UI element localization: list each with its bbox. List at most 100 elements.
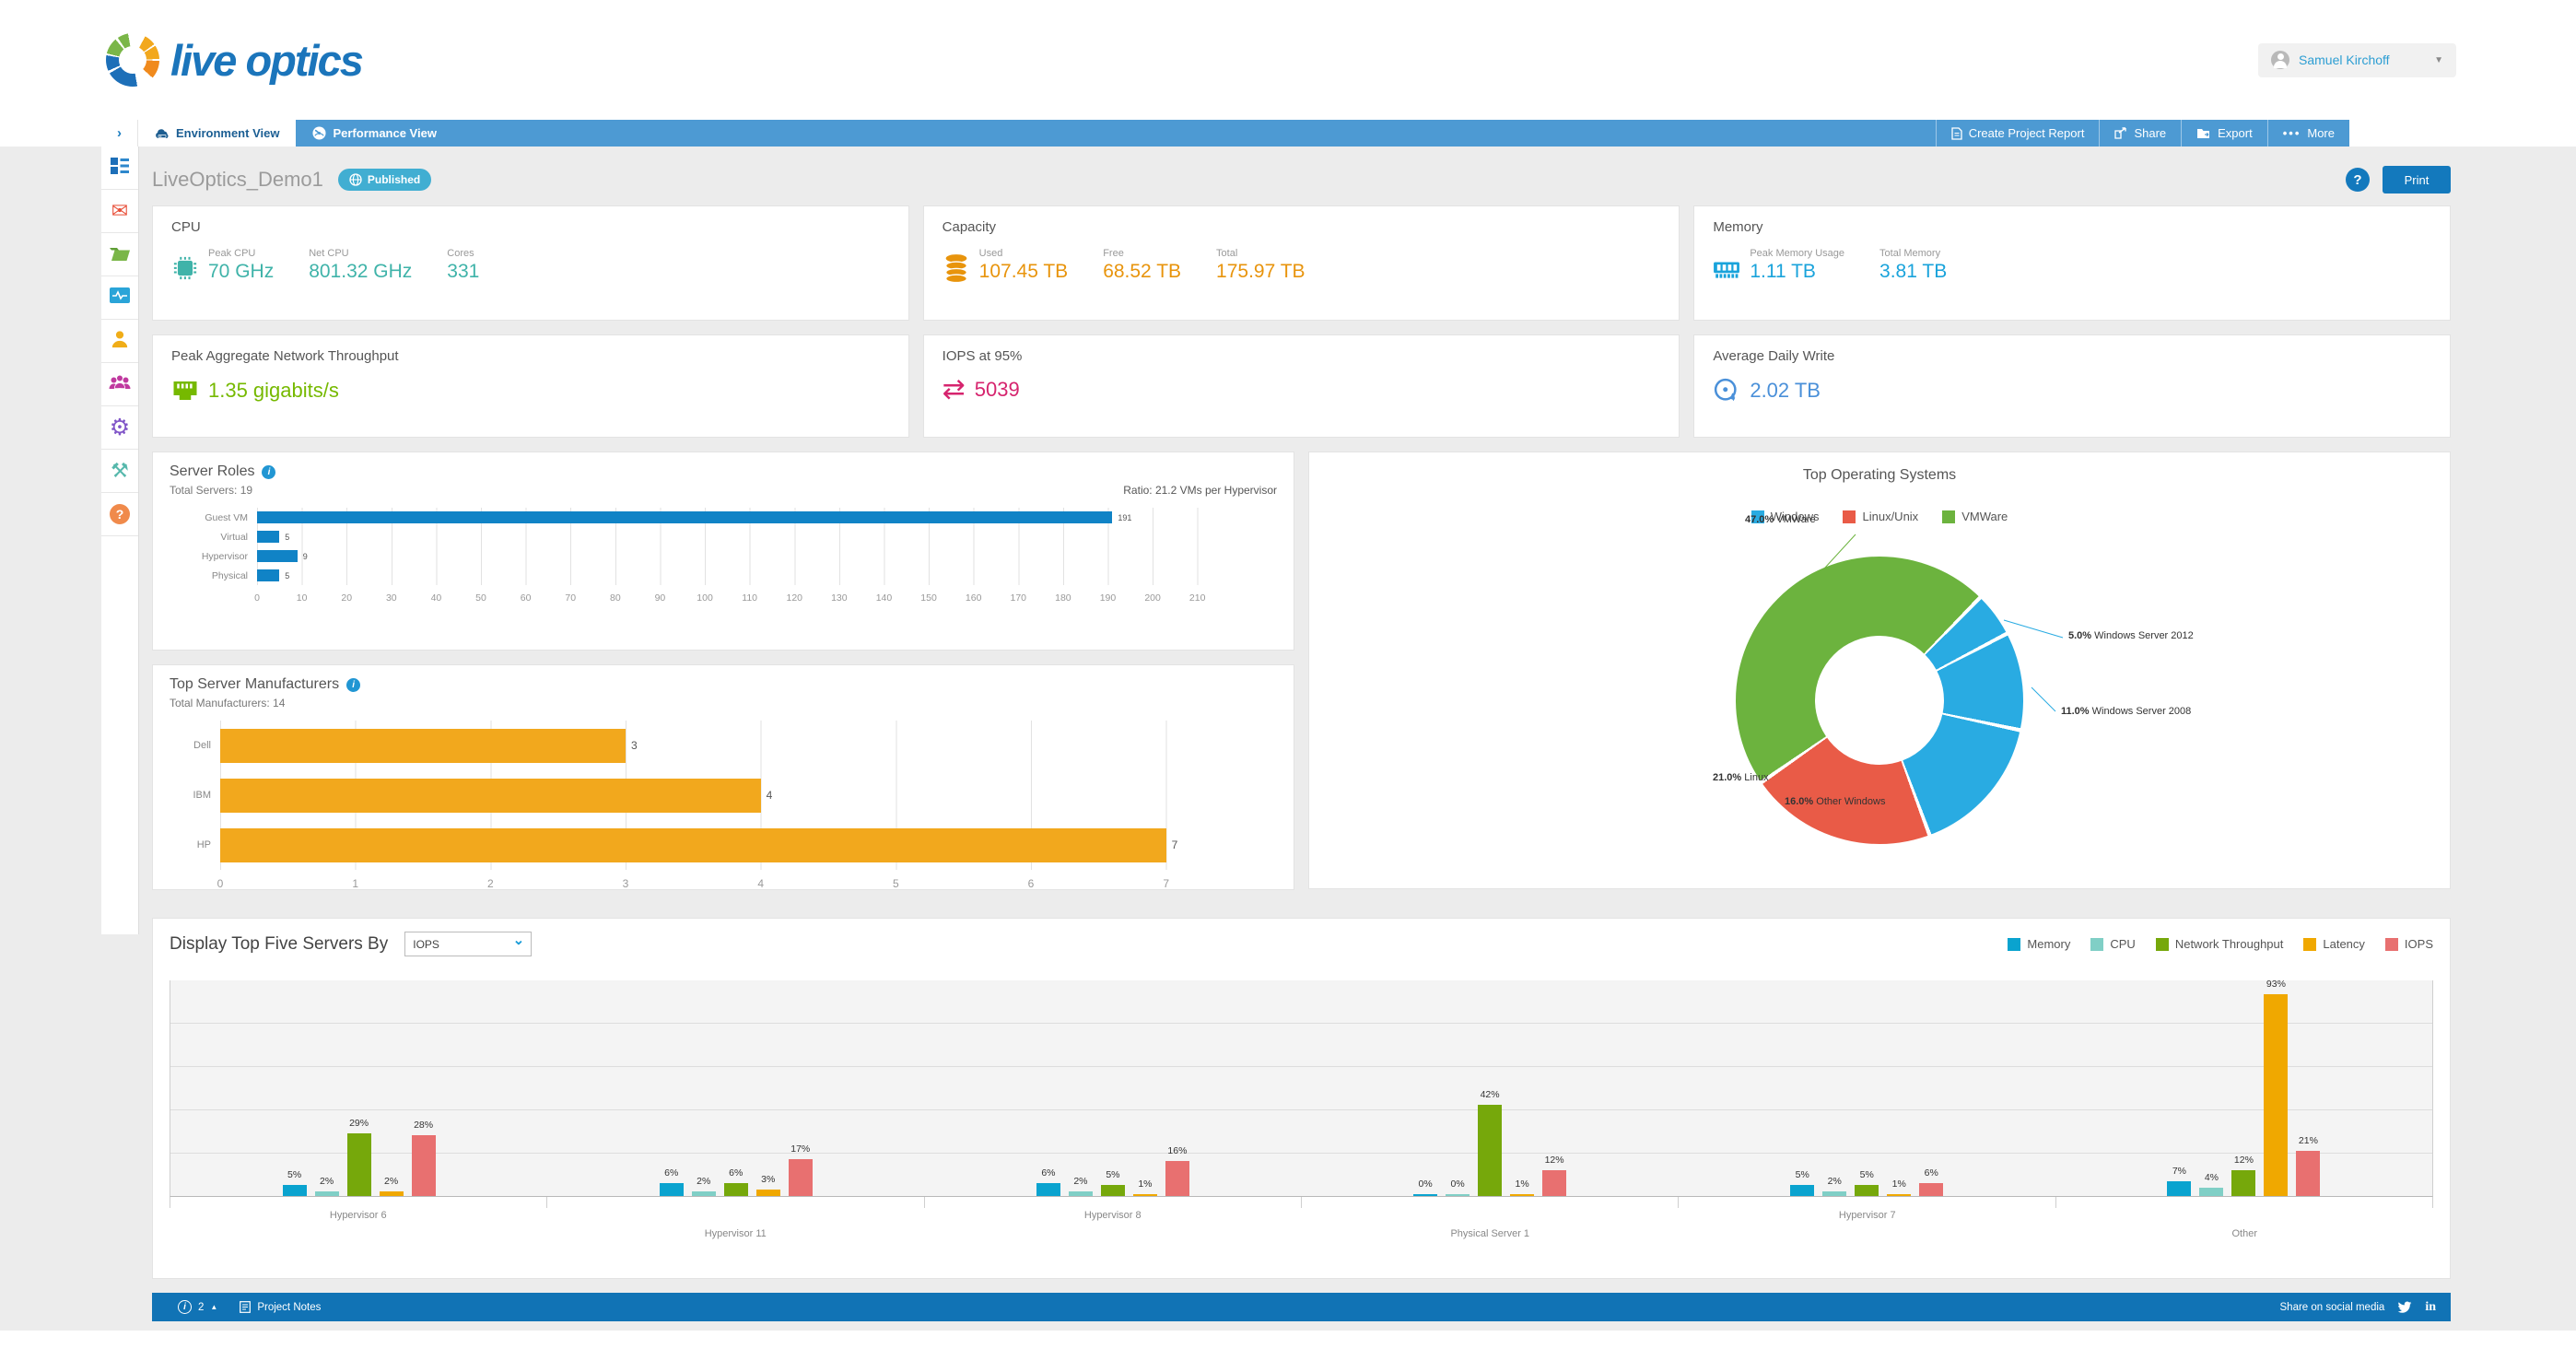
info-icon[interactable]: i (262, 464, 276, 479)
x-tick-label: 100 (697, 592, 713, 604)
sidebar-item-users[interactable] (101, 363, 138, 406)
bar-category-label: Physical (211, 569, 248, 581)
bar-group-hypervisor-8: 6% 2% 5% 1% 16% (924, 980, 1301, 1196)
donut-label-vmware: 47.0% VMWare (1745, 514, 1816, 525)
gauge-icon (312, 126, 326, 140)
linkedin-button[interactable]: in (2425, 1299, 2436, 1314)
top5-chart-plot: 5% 2% 29% 2% 28% 6% 2% 6% 3% 17% 6% 2% 5% 1% 16% 0% 0% 42… (170, 979, 2433, 1197)
bar-value-label: 6% (1041, 1167, 1056, 1179)
project-notes-button[interactable]: Project Notes (228, 1293, 332, 1321)
bar-row-virtual: Virtual 5 (220, 527, 1220, 546)
sidebar-item-files[interactable] (101, 233, 138, 276)
bar (1068, 1191, 1093, 1196)
twitter-icon (2397, 1301, 2412, 1313)
bar-value-label: 3% (761, 1173, 776, 1185)
manufacturers-chart: Dell 3 IBM 4 HP 7 0 1 2 3 4 5 6 7 (170, 721, 1277, 894)
bar (2167, 1180, 2192, 1196)
group-category-label: Physical Server 1 (1450, 1228, 1530, 1239)
panel-title: Server Roles i (170, 463, 1277, 480)
total-servers-label: Total Servers: 19 (170, 484, 253, 497)
bar-latency: 3% (755, 1174, 780, 1196)
bar-category-label: Guest VM (205, 511, 248, 523)
legend-item-windows: Windows (1751, 510, 1819, 523)
bar-row-physical: Physical 5 (212, 566, 1220, 585)
print-button[interactable]: Print (2383, 166, 2451, 193)
user-menu[interactable]: Samuel Kirchoff ▼ (2258, 42, 2456, 77)
x-tick-label: 120 (786, 592, 803, 604)
sidebar-item-performance[interactable] (101, 276, 138, 320)
user-name: Samuel Kirchoff (2299, 53, 2390, 67)
bar-latency: 1% (1132, 1179, 1157, 1196)
bar (723, 1182, 748, 1196)
tab-performance-view[interactable]: Performance View (296, 120, 453, 147)
x-tick-label: 90 (654, 592, 666, 604)
info-icon[interactable]: i (346, 677, 361, 692)
server-roles-panel: Server Roles i Total Servers: 19 Ratio: … (152, 451, 1294, 651)
info-icon: i (178, 1300, 192, 1314)
sidebar-item-mail[interactable]: ✉ (101, 190, 138, 233)
bar (659, 1182, 684, 1196)
donut-ring (1736, 557, 2023, 844)
bar (1413, 1194, 1438, 1196)
more-button[interactable]: ••• More (2266, 120, 2349, 147)
share-button[interactable]: Share (2099, 120, 2182, 147)
manufacturers-panel: Top Server Manufacturers i Total Manufac… (152, 664, 1294, 890)
x-tick-label: 6 (1027, 877, 1035, 890)
bar-row-ibm: IBM 4 (193, 770, 1234, 820)
bar-latency: 1% (1510, 1179, 1535, 1196)
caret-up-icon: ▲ (210, 1303, 218, 1311)
export-button[interactable]: Export (2181, 120, 2267, 147)
x-tick-label: 30 (385, 592, 397, 604)
os-legend: Windows Linux/Unix VMWare (1326, 510, 2433, 523)
legend-item-memory: Memory (2008, 937, 2070, 951)
create-project-report-button[interactable]: Create Project Report (1935, 120, 2100, 147)
legend-label: IOPS (2404, 937, 2433, 951)
gear-icon: ⚙ (109, 414, 131, 440)
status-badge: Published (337, 169, 432, 191)
bar-value-label: 16% (1167, 1145, 1188, 1157)
card-title: Average Daily Write (1713, 348, 1835, 364)
tab-environment-view[interactable]: Environment View (138, 120, 297, 147)
sidebar-collapse-button[interactable]: › (101, 120, 138, 147)
panel-title: Top Server Manufacturers i (170, 676, 1277, 693)
metric-peak-cpu: Peak CPU 70 GHz (208, 248, 275, 282)
legend-swatch (1843, 510, 1856, 523)
bar-iops: 17% (788, 1143, 813, 1196)
notifications-toggle[interactable]: i 2 ▲ (167, 1293, 228, 1321)
sidebar-item-settings[interactable]: ⚙ (101, 406, 138, 450)
iops-card: IOPS at 95% ⇄ 5039 (922, 334, 1680, 438)
bar (257, 531, 280, 543)
metric-used: Used 107.45 TB (978, 248, 1069, 282)
sidebar-item-user[interactable] (101, 320, 138, 363)
bar-cpu: 2% (691, 1176, 716, 1196)
tools-icon: ⚒ (111, 459, 129, 482)
user-icon (111, 330, 129, 353)
sidebar-item-help[interactable]: ? (101, 493, 138, 536)
x-tick-label: 0 (254, 592, 260, 604)
bar-category-label: IBM (193, 790, 211, 801)
bar-value-label: 2% (1827, 1176, 1842, 1188)
legend-item-iops: IOPS (2384, 937, 2433, 951)
bar-value-label: 6% (1924, 1167, 1938, 1179)
help-button[interactable]: ? (2346, 168, 2370, 192)
bar-network-throughput: 42% (1478, 1089, 1503, 1196)
x-tick-label: 2 (486, 877, 494, 890)
bar-cpu: 2% (314, 1176, 339, 1196)
sidebar-item-dashboard[interactable] (101, 147, 138, 190)
twitter-button[interactable] (2397, 1301, 2412, 1314)
bar-row-guest-vm: Guest VM 191 (205, 508, 1220, 527)
notification-count: 2 (198, 1301, 205, 1313)
sidebar-item-tools[interactable]: ⚒ (101, 450, 138, 493)
group-category-label: Other (2231, 1228, 2257, 1239)
bar (220, 728, 626, 763)
bar-value-label: 42% (1480, 1089, 1500, 1101)
charts-grid: Server Roles i Total Servers: 19 Ratio: … (152, 451, 2451, 904)
nav-right-pad (2349, 120, 2576, 147)
bar-memory: 0% (1413, 1179, 1438, 1196)
top5-sort-select[interactable]: IOPS (404, 932, 533, 956)
sort-select-wrap: IOPS (404, 932, 533, 956)
bar-network-throughput: 6% (723, 1167, 748, 1196)
daily-write-card: Average Daily Write 2.02 TB (1693, 334, 2451, 438)
legend-swatch (2303, 937, 2317, 951)
